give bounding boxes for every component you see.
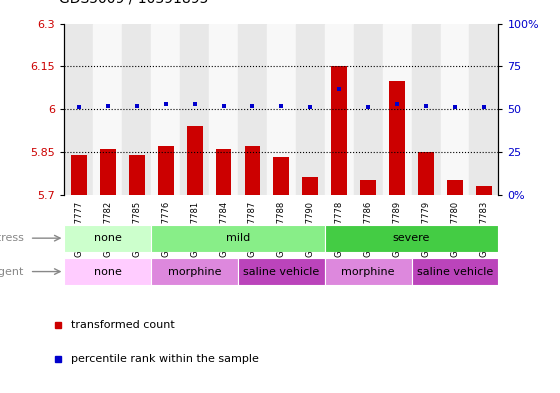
Text: none: none (94, 233, 122, 243)
Text: percentile rank within the sample: percentile rank within the sample (71, 354, 259, 364)
Bar (122, 24, 151, 195)
Bar (476, 186, 492, 195)
Bar (412, 258, 498, 285)
Bar (64, 225, 151, 252)
Bar (325, 225, 498, 252)
Text: stress: stress (0, 233, 24, 243)
Bar (180, 24, 209, 195)
Bar (267, 24, 296, 195)
Bar (354, 24, 382, 195)
Bar (332, 66, 347, 195)
Bar (186, 126, 203, 195)
Bar (245, 146, 260, 195)
Text: saline vehicle: saline vehicle (243, 266, 320, 277)
Bar (238, 258, 325, 285)
Bar (382, 24, 412, 195)
Bar (418, 152, 434, 195)
Text: morphine: morphine (168, 266, 221, 277)
Text: severe: severe (393, 233, 430, 243)
Text: agent: agent (0, 266, 24, 277)
Text: morphine: morphine (342, 266, 395, 277)
Bar (238, 24, 267, 195)
Bar (273, 158, 290, 195)
Bar (129, 155, 144, 195)
Bar (71, 155, 87, 195)
Bar (94, 24, 122, 195)
Bar (325, 24, 354, 195)
Bar (441, 24, 469, 195)
Bar (389, 81, 405, 195)
Bar (209, 24, 238, 195)
Bar (216, 149, 231, 195)
Bar (469, 24, 498, 195)
Bar (447, 180, 463, 195)
Bar (325, 258, 412, 285)
Bar (151, 24, 180, 195)
Bar (296, 24, 325, 195)
Text: GDS5009 / 10391895: GDS5009 / 10391895 (59, 0, 208, 6)
Text: saline vehicle: saline vehicle (417, 266, 493, 277)
Text: none: none (94, 266, 122, 277)
Bar (412, 24, 441, 195)
Text: transformed count: transformed count (71, 320, 175, 330)
Bar (360, 180, 376, 195)
Bar (151, 225, 325, 252)
Bar (302, 178, 318, 195)
Bar (64, 258, 151, 285)
Text: mild: mild (226, 233, 250, 243)
Bar (100, 149, 116, 195)
Bar (151, 258, 238, 285)
Bar (158, 146, 174, 195)
Bar (64, 24, 94, 195)
